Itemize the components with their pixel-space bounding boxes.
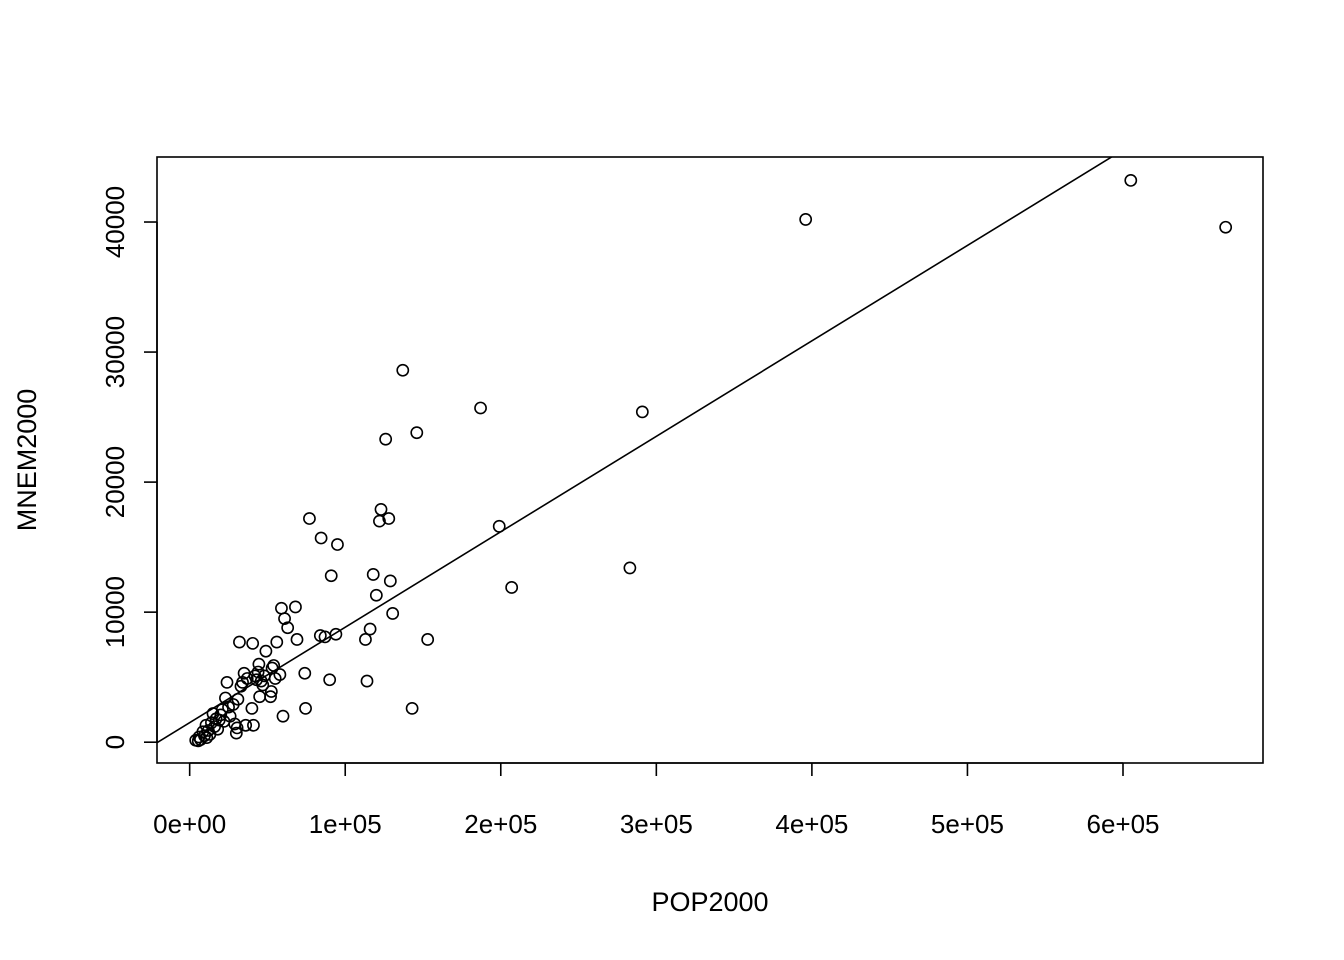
data-point	[492, 519, 506, 533]
data-point	[264, 690, 277, 704]
data-point	[360, 674, 374, 688]
data-point	[421, 633, 435, 646]
data-point	[799, 213, 813, 226]
x-tick-label: 6e+05	[1086, 809, 1159, 839]
data-point	[270, 635, 284, 649]
data-point	[194, 733, 207, 746]
data-point	[220, 675, 234, 689]
y-axis: 0 10000 20000 30000 40000	[100, 186, 158, 749]
x-tick-label: 1e+05	[309, 809, 382, 839]
x-tick-label: 5e+05	[931, 809, 1004, 839]
data-point	[635, 405, 649, 419]
data-point	[299, 701, 312, 715]
data-point	[208, 720, 221, 733]
plot-frame	[156, 156, 1264, 764]
x-tick-label: 0e+00	[153, 809, 226, 839]
x-tick-label: 3e+05	[620, 809, 693, 839]
data-point	[200, 731, 214, 745]
data-point	[314, 531, 328, 545]
data-point	[405, 701, 419, 715]
x-tick-label: 4e+05	[775, 809, 848, 839]
y-axis-title: MNEM2000	[12, 389, 42, 532]
data-point	[1219, 220, 1233, 234]
x-tick-label: 2e+05	[464, 809, 537, 839]
data-point	[363, 622, 377, 636]
data-point	[259, 644, 273, 658]
data-point	[410, 426, 424, 440]
data-point	[253, 690, 267, 704]
data-point	[256, 678, 270, 692]
data-point	[252, 657, 266, 671]
y-tick-label: 30000	[100, 316, 130, 388]
data-point	[290, 633, 304, 646]
data-point	[329, 627, 343, 641]
data-point	[245, 701, 259, 715]
data-point	[233, 635, 246, 649]
data-point	[396, 363, 410, 377]
y-tick-label: 20000	[100, 446, 130, 518]
data-point	[474, 401, 487, 415]
data-point	[251, 665, 265, 679]
data-point	[264, 685, 278, 698]
data-point	[240, 672, 254, 685]
data-point	[386, 607, 400, 620]
data-point	[383, 574, 397, 588]
data-point	[239, 718, 253, 732]
data-point	[366, 568, 380, 581]
data-point	[324, 569, 338, 583]
data-point	[231, 692, 245, 706]
data-point	[273, 668, 287, 681]
y-tick-label: 0	[100, 735, 130, 749]
y-tick-label: 40000	[100, 186, 130, 258]
data-point	[331, 538, 344, 551]
data-point	[289, 600, 302, 614]
data-point	[379, 432, 393, 446]
data-point	[219, 691, 232, 705]
x-axis-title: POP2000	[651, 887, 768, 917]
data-point	[374, 503, 388, 516]
data-point	[214, 708, 228, 722]
data-point	[281, 621, 295, 635]
data-point	[267, 659, 281, 672]
data-point	[275, 601, 288, 615]
data-point	[247, 718, 260, 732]
data-point	[505, 581, 519, 594]
data-point	[276, 709, 290, 723]
data-point	[278, 612, 291, 626]
data-point	[369, 588, 383, 602]
data-point	[298, 666, 312, 680]
data-point	[1124, 174, 1138, 187]
data-points	[189, 174, 1233, 748]
data-point	[211, 722, 225, 736]
data-point	[229, 726, 243, 740]
regression-line	[157, 157, 1114, 744]
data-point	[303, 512, 316, 525]
y-tick-label: 10000	[100, 576, 130, 648]
data-point	[230, 721, 244, 735]
data-point	[382, 512, 396, 525]
data-point	[246, 636, 260, 650]
data-point	[359, 633, 372, 646]
data-point	[323, 673, 337, 687]
data-point	[623, 561, 637, 575]
x-axis: 0e+00 1e+05 2e+05 3e+05 4e+05 5e+05 6e+05	[153, 762, 1160, 839]
